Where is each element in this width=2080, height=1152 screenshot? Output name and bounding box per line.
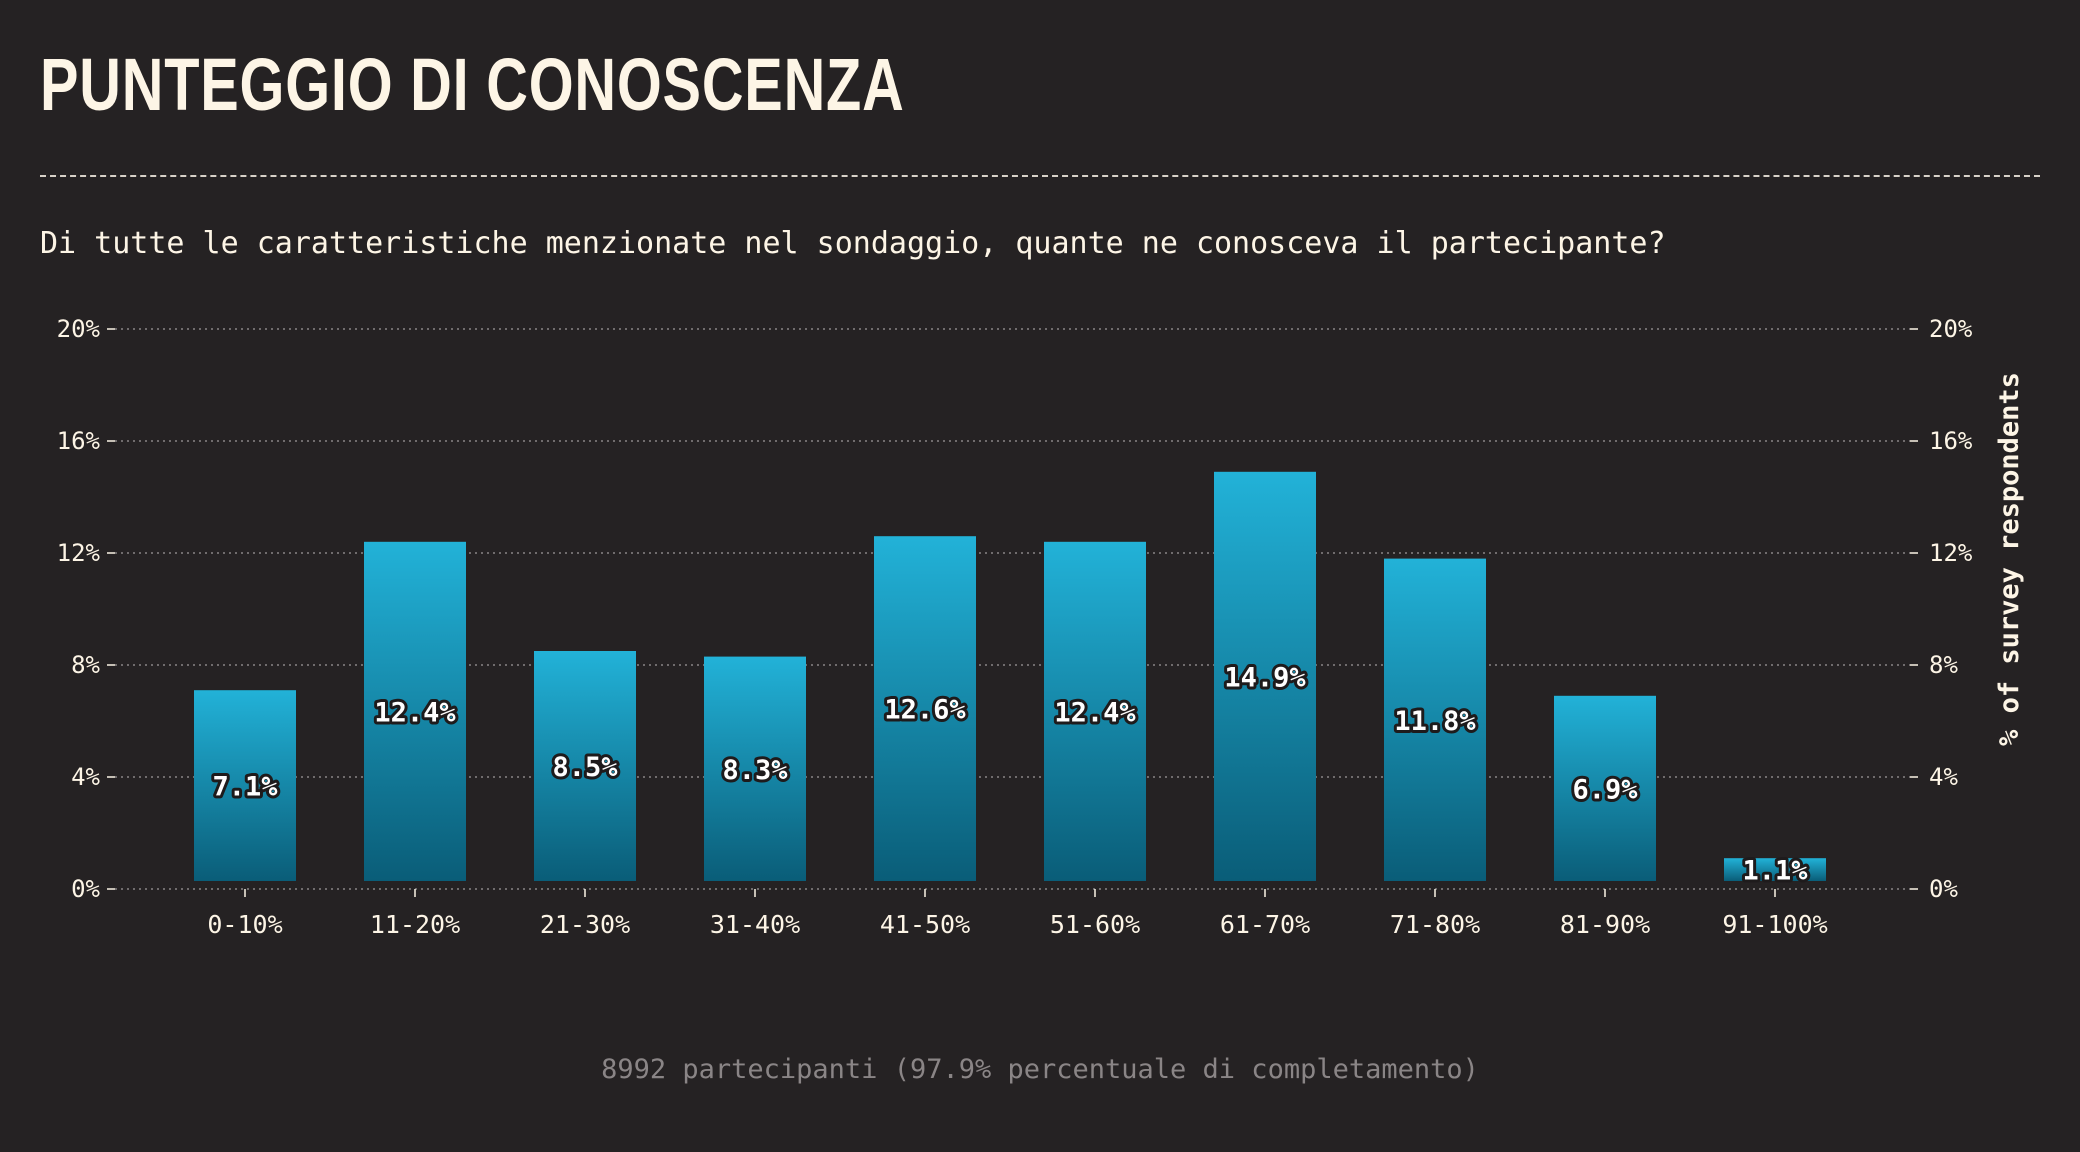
y-tick-label-left: 16% (57, 427, 101, 455)
bar-value-label: 11.8% (1394, 706, 1476, 737)
bar-41-50% (874, 536, 976, 881)
bar-value-label: 1.1% (1742, 856, 1808, 887)
y-tick-label-right: 4% (1929, 763, 1958, 791)
bar-91-100% (1724, 858, 1826, 881)
x-tick-label: 71-80% (1390, 910, 1480, 939)
title-divider (40, 175, 2040, 177)
y-tick-label-left: 8% (71, 651, 100, 679)
y-tick-label-right: 20% (1929, 315, 1973, 343)
x-tick-label: 81-90% (1560, 910, 1650, 939)
participants-footer: 8992 partecipanti (97.9% percentuale di … (601, 1054, 1479, 1085)
bar-value-label: 12.4% (374, 697, 456, 728)
x-tick-label: 51-60% (1050, 910, 1140, 939)
y-axis-title: % of survey respondents (1994, 372, 2025, 746)
bar-61-70% (1214, 471, 1316, 881)
x-tick-label: 21-30% (540, 910, 630, 939)
bar-0-10% (194, 690, 296, 881)
bar-81-90% (1554, 695, 1656, 881)
x-tick-label: 11-20% (370, 910, 460, 939)
bar-value-label: 8.3% (722, 755, 788, 786)
bar-value-label: 12.6% (884, 695, 966, 726)
chart-title: PUNTEGGIO DI CONOSCENZA (40, 43, 905, 126)
bar-51-60% (1044, 541, 1146, 881)
y-tick-label-left: 12% (57, 539, 101, 567)
bar-value-labels: 7.1% 12.4% 8.5% 8.3% 12.6% 12.4% 14.9% 11.8% 6.9… (209, 659, 1811, 889)
y-tick-label-right: 12% (1929, 539, 1973, 567)
bar-value-label: 12.4% (1054, 697, 1136, 728)
bar-value-label: 8.5% (552, 752, 618, 783)
y-tick-label-left: 4% (71, 763, 100, 791)
bar-11-20% (364, 541, 466, 881)
axes: 0% 0% 4% 4% 8% 8% 12% 12% 16% 16% 20% 20% 0-10% 11-20… (57, 315, 1973, 939)
bars (194, 471, 1826, 881)
x-tick-label: 41-50% (880, 910, 970, 939)
bar-21-30% (534, 651, 636, 881)
x-tick-label: 0-10% (207, 910, 282, 939)
bar-value-label: 7.1% (212, 772, 278, 803)
x-tick-label: 31-40% (710, 910, 800, 939)
bar-value-label: 6.9% (1572, 774, 1638, 805)
bar-31-40% (704, 656, 806, 881)
y-tick-label-right: 8% (1929, 651, 1958, 679)
bar-71-80% (1384, 558, 1486, 881)
y-tick-label-left: 0% (71, 875, 100, 903)
y-tick-label-left: 20% (57, 315, 101, 343)
bar-value-label: 14.9% (1224, 662, 1306, 693)
y-tick-label-right: 16% (1929, 427, 1973, 455)
chart-subtitle: Di tutte le caratteristiche menzionate n… (40, 226, 1666, 261)
x-tick-label: 91-100% (1722, 910, 1827, 939)
y-tick-label-right: 0% (1929, 875, 1958, 903)
x-tick-label: 61-70% (1220, 910, 1310, 939)
